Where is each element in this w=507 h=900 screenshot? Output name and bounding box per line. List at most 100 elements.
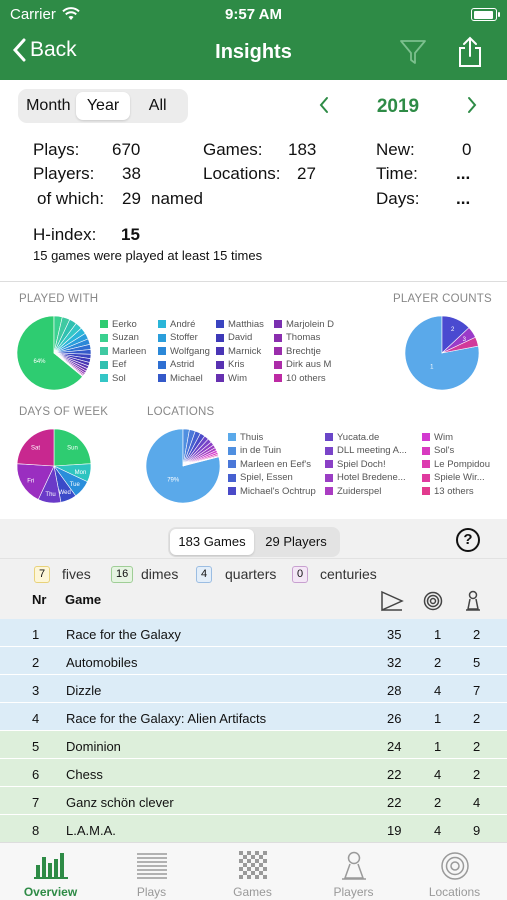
plays-column-icon[interactable] (380, 590, 404, 617)
milestone-badge-count: 16 (111, 566, 134, 583)
locations-column-icon[interactable] (423, 591, 443, 616)
legend-label: Wolfgang (170, 345, 210, 357)
legend-item: Astrid (158, 359, 194, 371)
legend-item: Sol's (422, 445, 454, 457)
locations-pie-chart[interactable]: 79% (145, 428, 221, 504)
help-icon[interactable]: ? (456, 528, 480, 552)
games-label: Games: (203, 140, 263, 159)
legend-item: Wim (216, 372, 247, 384)
row-locations: 2 (434, 655, 442, 670)
legend-label: Thomas (286, 332, 321, 343)
table-row[interactable]: 5 Dominion 24 1 2 (0, 731, 507, 759)
legend-swatch (216, 347, 224, 355)
days-of-week-pie-chart[interactable]: Sun Mon Tue Wed Thu Fri Sat (16, 428, 92, 504)
days-value: ... (456, 189, 471, 208)
games-players-toggle: 183 Games 29 Players (168, 527, 340, 557)
chevron-left-icon (319, 97, 328, 113)
table-row[interactable]: 6 Chess 22 4 2 (0, 759, 507, 787)
players-column-icon[interactable] (464, 590, 482, 617)
players-value: 38 (122, 164, 141, 183)
pie-slice[interactable] (53, 352, 84, 378)
legend-label: Spiel, Essen (240, 472, 293, 483)
battery-icon (471, 8, 500, 21)
legend-swatch (422, 473, 430, 482)
chevron-left-icon (12, 38, 26, 62)
legend-label: Yucata.de (337, 431, 380, 443)
tab-overview[interactable]: Overview (0, 843, 101, 900)
carrier-label: Carrier (10, 6, 56, 23)
row-plays: 35 (387, 627, 402, 642)
h-index-value: 15 (121, 225, 140, 244)
legend-label: Dirk aus M (286, 359, 332, 370)
pie-slice[interactable] (182, 455, 220, 467)
legend-item: David (216, 332, 252, 344)
year-value: 2019 (376, 96, 420, 117)
pie-slice[interactable] (16, 463, 55, 500)
next-year-button[interactable] (466, 94, 478, 122)
checkerboard-icon (238, 851, 268, 884)
legend-item: Le Pompidou (422, 458, 490, 470)
legend-item: Sol (100, 372, 126, 384)
legend-swatch (228, 487, 236, 495)
tab-games[interactable]: Games (202, 843, 303, 900)
legend-swatch (274, 374, 282, 382)
pie-slice[interactable] (53, 428, 92, 467)
locations-value: 27 (297, 164, 316, 183)
column-header-game[interactable]: Game (65, 592, 102, 607)
pie-slice[interactable] (145, 428, 221, 504)
games-tab[interactable]: 183 Games (170, 529, 254, 555)
table-row[interactable]: 1 Race for the Galaxy 35 1 2 (0, 619, 507, 647)
row-plays: 32 (387, 655, 402, 670)
table-row[interactable]: 2 Automobiles 32 2 5 (0, 647, 507, 675)
legend-swatch (422, 433, 430, 441)
legend-item: Eef (100, 359, 126, 371)
share-icon[interactable] (457, 36, 483, 73)
played-with-pie-chart[interactable]: 64% (16, 315, 92, 391)
milestone-badge-label: fives (62, 566, 91, 582)
legend-item: Zuiderspel (325, 485, 381, 497)
row-locations: 4 (434, 823, 442, 838)
legend-label: in de Tuin (240, 445, 282, 456)
legend-item: Matthias (216, 318, 264, 330)
legend-swatch (216, 333, 224, 342)
filter-icon[interactable] (399, 38, 427, 71)
column-header-nr[interactable]: Nr (32, 592, 47, 607)
table-row[interactable]: 4 Race for the Galaxy: Alien Artifacts 26 1… (0, 703, 507, 731)
table-row[interactable]: 7 Ganz schön clever 22 2 4 (0, 787, 507, 815)
legend-swatch (158, 360, 166, 369)
pie-slice-label: Thu (45, 492, 55, 498)
range-year[interactable]: Year (75, 92, 131, 120)
wifi-icon (62, 7, 80, 25)
row-players: 4 (473, 795, 481, 810)
time-range-selector: Month Year All (18, 89, 188, 123)
row-players: 9 (473, 823, 481, 838)
h-index-description: 15 games were played at least 15 times (33, 248, 263, 263)
row-game: Dizzle (66, 683, 102, 698)
table-row[interactable]: 8 L.A.M.A. 19 4 9 (0, 815, 507, 843)
tab-players[interactable]: Players (303, 843, 404, 900)
legend-swatch (100, 347, 108, 355)
pie-slice[interactable] (16, 428, 55, 467)
h-index-label: H-index: (33, 225, 97, 244)
legend-label: Eef (112, 359, 127, 370)
pie-slice[interactable] (441, 336, 479, 354)
pie-slice[interactable] (16, 315, 83, 391)
legend-item: Michael's Ochtrup (228, 485, 316, 497)
legend-label: Zuiderspel (337, 485, 382, 497)
of-which-label: of which: (37, 189, 105, 208)
legend-swatch (158, 374, 166, 382)
player-counts-pie-chart[interactable]: 1 2 3 (404, 315, 480, 391)
legend-swatch (158, 320, 166, 328)
back-button[interactable]: Back (12, 38, 77, 62)
players-tab[interactable]: 29 Players (265, 534, 327, 549)
range-all[interactable]: All (148, 97, 167, 114)
tab-locations[interactable]: Locations (404, 843, 505, 900)
legend-label: DLL meeting A... (337, 445, 407, 456)
range-month[interactable]: Month (26, 97, 71, 114)
tab-plays[interactable]: Plays (101, 843, 202, 900)
legend-label: Marleen (112, 345, 147, 357)
previous-year-button[interactable] (318, 94, 330, 122)
pie-slice-label: Mon (75, 470, 87, 476)
table-row[interactable]: 3 Dizzle 28 4 7 (0, 675, 507, 703)
legend-label: Wim (228, 372, 247, 384)
